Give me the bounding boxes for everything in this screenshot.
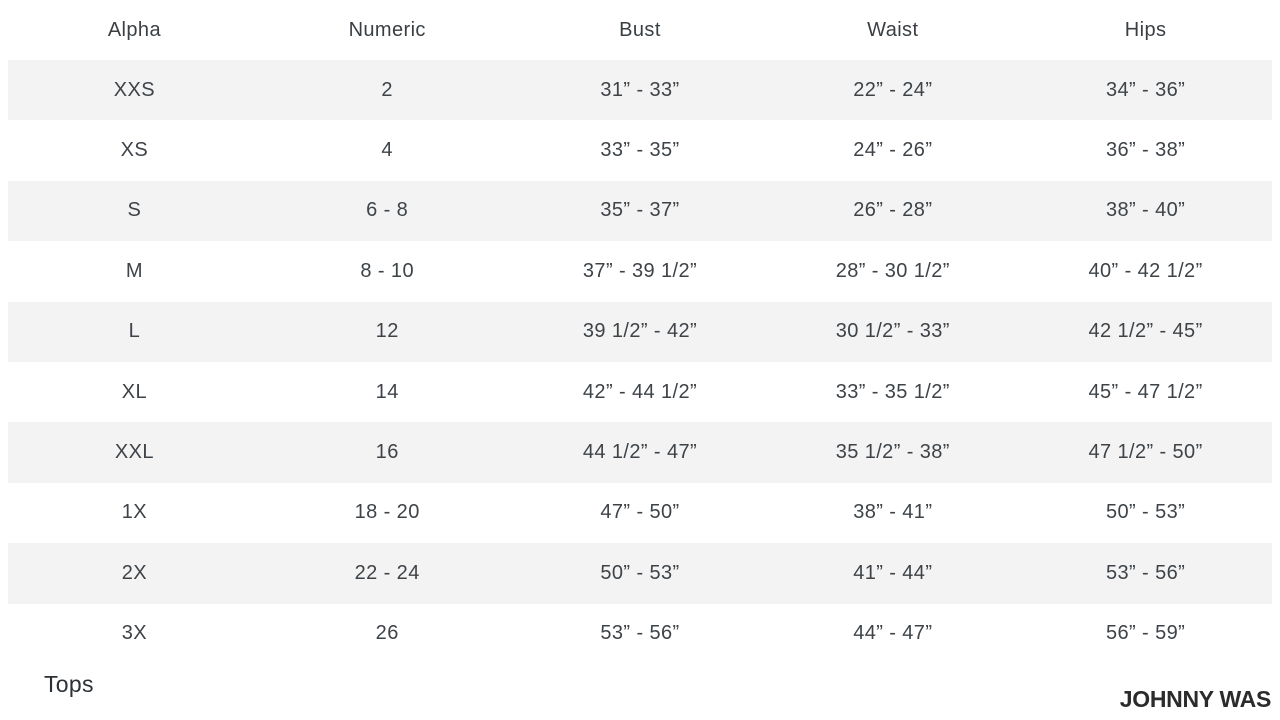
cell-waist: 38” - 41”	[853, 501, 933, 524]
cell-bust: 31” - 33”	[600, 78, 680, 101]
cell-bust: 35” - 37”	[600, 199, 680, 222]
column-header-waist: Waist	[867, 18, 919, 41]
cell-numeric: 12	[375, 320, 399, 343]
column-header-hips: Hips	[1124, 18, 1167, 41]
cell-alpha: 3X	[121, 622, 148, 645]
brand-wordmark: JOHNNY WAS	[1119, 686, 1272, 712]
size-chart-header-row: Alpha Numeric Bust Waist Hips	[8, 0, 1272, 60]
cell-hips: 42 1/2” - 45”	[1088, 320, 1203, 343]
cell-bust: 37” - 39 1/2”	[582, 259, 698, 282]
cell-numeric: 6 - 8	[366, 199, 409, 222]
table-row: L 12 39 1/2” - 42” 30 1/2” - 33” 42 1/2”…	[8, 301, 1272, 362]
cell-bust: 44 1/2” - 47”	[582, 441, 698, 464]
column-header-alpha: Alpha	[107, 18, 161, 41]
cell-waist: 35 1/2” - 38”	[835, 441, 950, 464]
cell-waist: 24” - 26”	[853, 139, 933, 162]
table-row: XXS 2 31” - 33” 22” - 24” 34” - 36”	[8, 60, 1272, 121]
cell-numeric: 8 - 10	[360, 259, 414, 282]
column-header-bust: Bust	[619, 18, 661, 41]
cell-hips: 40” - 42 1/2”	[1088, 259, 1203, 282]
cell-bust: 42” - 44 1/2”	[582, 380, 698, 403]
cell-bust: 53” - 56”	[600, 622, 680, 645]
cell-alpha: 1X	[121, 501, 148, 524]
cell-hips: 53” - 56”	[1105, 561, 1186, 584]
cell-bust: 39 1/2” - 42”	[582, 320, 698, 343]
cell-alpha: S	[127, 199, 142, 222]
size-chart-table: Alpha Numeric Bust Waist Hips XXS 2 31” …	[8, 0, 1272, 664]
table-row: 1X 18 - 20 47” - 50” 38” - 41” 50” - 53”	[8, 483, 1272, 543]
size-table-body: XXS 2 31” - 33” 22” - 24” 34” - 36” XS 4…	[8, 60, 1272, 664]
cell-hips: 56” - 59”	[1105, 622, 1186, 645]
cell-bust: 33” - 35”	[600, 139, 680, 162]
cell-bust: 50” - 53”	[600, 561, 680, 584]
cell-waist: 26” - 28”	[853, 199, 933, 222]
cell-alpha: XXS	[113, 78, 156, 101]
cell-numeric: 14	[375, 380, 399, 403]
cell-hips: 34” - 36”	[1105, 78, 1186, 101]
table-row: XXL 16 44 1/2” - 47” 35 1/2” - 38” 47 1/…	[8, 422, 1272, 483]
section-label-tops: Tops	[44, 671, 94, 697]
cell-bust: 47” - 50”	[600, 501, 680, 524]
cell-waist: 22” - 24”	[853, 78, 933, 101]
cell-alpha: XXL	[114, 441, 154, 464]
cell-numeric: 18 - 20	[354, 501, 420, 524]
cell-waist: 28” - 30 1/2”	[835, 259, 950, 282]
cell-waist: 41” - 44”	[853, 561, 933, 584]
cell-alpha: XS	[120, 139, 149, 162]
cell-numeric: 22 - 24	[354, 561, 420, 584]
table-row: 3X 26 53” - 56” 44” - 47” 56” - 59”	[8, 604, 1272, 664]
cell-alpha: 2X	[121, 561, 148, 584]
cell-numeric: 16	[375, 441, 399, 464]
cell-alpha: M	[125, 259, 143, 282]
cell-hips: 36” - 38”	[1105, 139, 1186, 162]
column-header-numeric: Numeric	[348, 18, 426, 41]
cell-hips: 47 1/2” - 50”	[1088, 441, 1203, 464]
cell-numeric: 4	[381, 139, 393, 162]
cell-alpha: L	[128, 320, 141, 343]
cell-numeric: 2	[381, 78, 393, 101]
cell-hips: 38” - 40”	[1105, 199, 1186, 222]
table-row: S 6 - 8 35” - 37” 26” - 28” 38” - 40”	[8, 180, 1272, 242]
table-row: M 8 - 10 37” - 39 1/2” 28” - 30 1/2” 40”…	[8, 241, 1272, 301]
cell-alpha: XL	[121, 380, 148, 403]
cell-waist: 33” - 35 1/2”	[835, 380, 950, 403]
cell-hips: 45” - 47 1/2”	[1088, 380, 1203, 403]
cell-hips: 50” - 53”	[1105, 501, 1186, 524]
table-row: XS 4 33” - 35” 24” - 26” 36” - 38”	[8, 120, 1272, 180]
cell-waist: 30 1/2” - 33”	[835, 320, 950, 343]
table-row: 2X 22 - 24 50” - 53” 41” - 44” 53” - 56”	[8, 543, 1272, 604]
cell-waist: 44” - 47”	[853, 622, 933, 645]
table-row: XL 14 42” - 44 1/2” 33” - 35 1/2” 45” - …	[8, 362, 1272, 422]
cell-numeric: 26	[375, 622, 399, 645]
